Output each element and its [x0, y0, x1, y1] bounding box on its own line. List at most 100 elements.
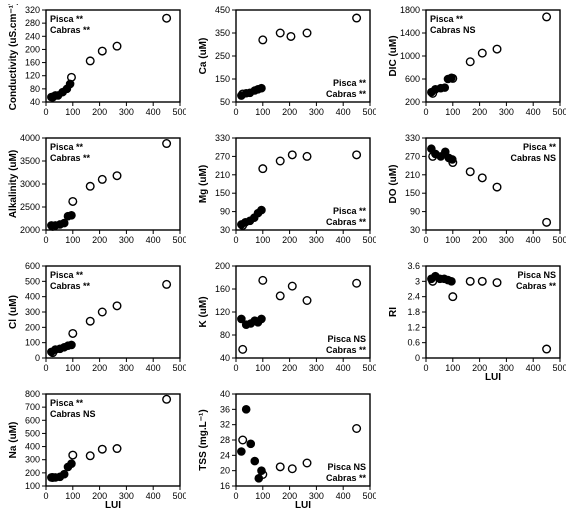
x-tick-label: 300: [499, 363, 514, 373]
x-tick-label: 0: [43, 235, 48, 245]
x-tick-label: 0: [233, 491, 238, 501]
data-point-open: [259, 165, 267, 173]
x-tick-label: 300: [499, 235, 514, 245]
y-tick-label: 2.4: [407, 292, 420, 302]
chart-panel: 01002003004005004080120160200K (uM)Pisca…: [196, 260, 376, 382]
data-point-open: [288, 465, 296, 473]
x-tick-label: 0: [43, 491, 48, 501]
y-tick-label: 16: [220, 481, 230, 491]
y-tick-label: 300: [25, 455, 40, 465]
x-tick-label: 100: [65, 107, 80, 117]
x-tick-label: 500: [172, 107, 186, 117]
data-point-solid: [255, 475, 263, 483]
y-tick-label: 500: [25, 428, 40, 438]
data-point-solid: [258, 315, 266, 323]
y-tick-label: 1800: [400, 5, 420, 15]
y-tick-label: 150: [405, 188, 420, 198]
y-tick-label: 50: [220, 97, 230, 107]
y-tick-label: 800: [25, 389, 40, 399]
y-tick-label: 3500: [20, 156, 40, 166]
x-tick-label: 100: [255, 363, 270, 373]
chart-svg: 01002003004005004080120160200240280320Co…: [6, 4, 186, 126]
x-tick-label: 0: [43, 363, 48, 373]
x-tick-label: 400: [336, 363, 351, 373]
y-tick-label: 280: [25, 18, 40, 28]
data-point-open: [466, 58, 474, 66]
data-point-open: [276, 292, 284, 300]
x-tick-label: 100: [445, 363, 460, 373]
y-tick-label: 450: [215, 5, 230, 15]
y-tick-label: 40: [220, 353, 230, 363]
y-tick-label: 36: [220, 404, 230, 414]
data-point-solid: [68, 211, 76, 219]
x-tick-label: 0: [43, 107, 48, 117]
data-point-solid: [441, 84, 449, 92]
x-tick-label: 200: [92, 363, 107, 373]
legend-line: Pisca **: [50, 142, 84, 152]
legend-line: Cabras **: [326, 473, 367, 483]
y-tick-label: 80: [30, 84, 40, 94]
y-tick-label: 400: [25, 292, 40, 302]
y-axis-label: RI: [388, 307, 399, 317]
x-tick-label: 100: [255, 491, 270, 501]
x-tick-label: 400: [336, 107, 351, 117]
data-point-solid: [258, 206, 266, 214]
legend-line: Pisca NS: [327, 334, 366, 344]
data-point-open: [353, 151, 361, 159]
chart-panel: 010020030040050000.61.21.82.433.6RILUIPi…: [386, 260, 566, 382]
y-tick-label: 28: [220, 435, 230, 445]
legend-line: Pisca **: [50, 398, 84, 408]
x-tick-label: 300: [119, 363, 134, 373]
y-tick-label: 90: [220, 207, 230, 217]
data-point-open: [353, 14, 361, 22]
y-tick-label: 2500: [20, 202, 40, 212]
y-tick-label: 300: [25, 307, 40, 317]
x-tick-label: 200: [472, 107, 487, 117]
data-point-open: [69, 198, 77, 206]
y-axis-label: Mg (uM): [198, 165, 209, 203]
chart-panel: 010020030040050020002500300035004000Alka…: [6, 132, 186, 254]
data-point-open: [493, 279, 501, 287]
x-tick-label: 400: [146, 363, 161, 373]
x-tick-label: 100: [65, 235, 80, 245]
y-tick-label: 200: [405, 97, 420, 107]
x-axis-label: LUI: [485, 372, 501, 382]
y-tick-label: 600: [405, 74, 420, 84]
legend-line: Cabras NS: [430, 25, 476, 35]
x-tick-label: 200: [282, 235, 297, 245]
data-point-solid: [258, 467, 266, 475]
x-tick-label: 300: [309, 491, 324, 501]
chart-panel: 01002003004005003090150210270330DO (uM)P…: [386, 132, 566, 254]
x-tick-label: 400: [146, 107, 161, 117]
x-tick-label: 500: [362, 491, 376, 501]
x-tick-label: 500: [552, 235, 566, 245]
y-tick-label: 30: [220, 225, 230, 235]
x-tick-label: 200: [92, 235, 107, 245]
legend-line: Pisca **: [523, 142, 557, 152]
legend-line: Cabras **: [50, 281, 91, 291]
data-point-open: [288, 151, 296, 159]
data-point-open: [303, 153, 311, 161]
chart-svg: 0100200300400500100200300400500600700800…: [6, 388, 186, 510]
y-axis-label: TSS (mg.L⁻¹): [198, 409, 209, 470]
x-tick-label: 400: [336, 235, 351, 245]
y-tick-label: 600: [25, 261, 40, 271]
y-tick-label: 210: [405, 170, 420, 180]
legend-line: Pisca **: [50, 14, 84, 24]
data-point-open: [259, 36, 267, 44]
data-point-open: [303, 29, 311, 37]
y-tick-label: 150: [215, 188, 230, 198]
y-tick-label: 250: [215, 51, 230, 61]
data-point-open: [69, 451, 77, 459]
data-point-open: [493, 183, 501, 191]
y-tick-label: 0: [415, 353, 420, 363]
y-tick-label: 1.8: [407, 307, 420, 317]
data-point-open: [86, 317, 94, 325]
y-axis-label: Ca (uM): [198, 38, 209, 75]
y-tick-label: 40: [220, 389, 230, 399]
y-tick-label: 150: [215, 74, 230, 84]
x-tick-label: 100: [65, 491, 80, 501]
y-axis-label: DO (uM): [388, 165, 399, 204]
data-point-solid: [247, 440, 255, 448]
legend-line: Pisca **: [430, 14, 464, 24]
